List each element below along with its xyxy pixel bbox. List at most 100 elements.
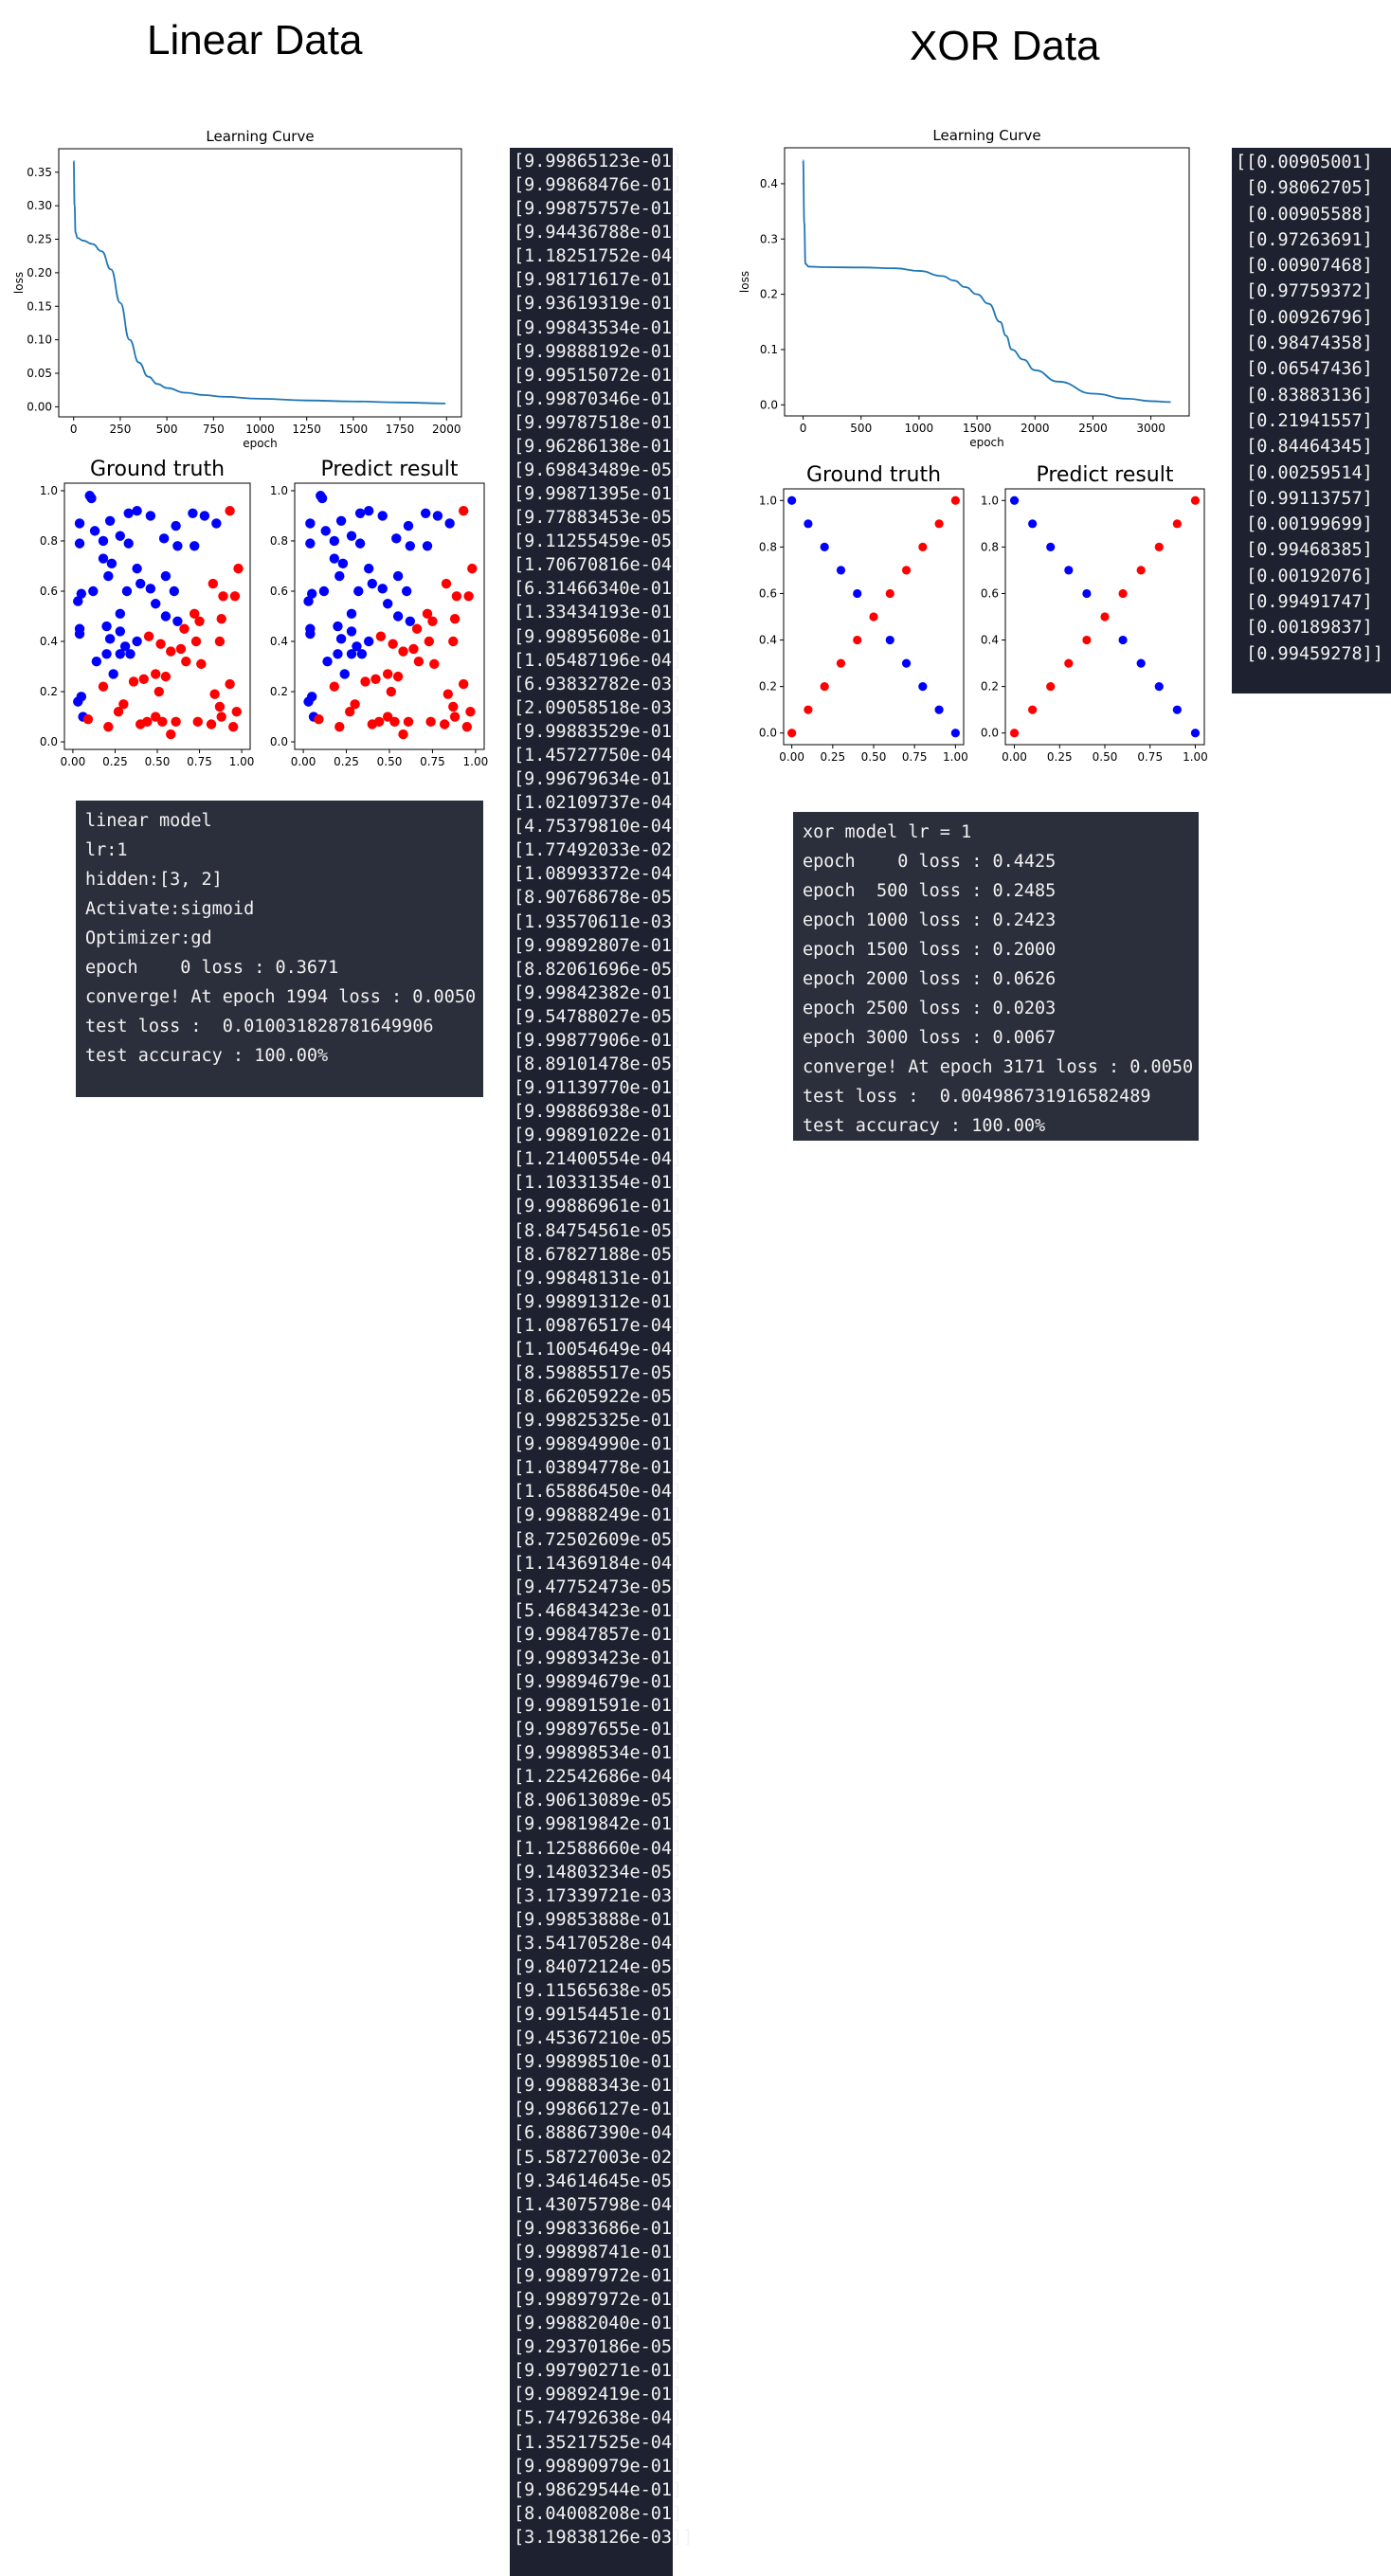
class0-point	[74, 518, 85, 529]
class1-point	[820, 682, 829, 692]
prediction-row: [9.99825325e-01]	[514, 1411, 683, 1432]
class1-point	[151, 712, 161, 722]
class0-point	[335, 515, 347, 526]
class0-point	[382, 599, 393, 609]
class1-point	[118, 699, 129, 710]
class1-point	[233, 563, 244, 574]
class0-point	[303, 696, 314, 707]
prediction-row: [1.02109737e-04]	[514, 793, 683, 814]
x-tick-label: 0.75	[187, 755, 212, 768]
x-tick-label: 0.00	[1002, 750, 1027, 764]
prediction-row: [9.34614645e-05]	[514, 2171, 683, 2191]
class1-point	[375, 631, 387, 641]
y-tick-label: 0.4	[270, 635, 288, 648]
prediction-row: [9.99883529e-01]	[514, 721, 683, 742]
class0-point	[401, 585, 412, 597]
class1-point	[382, 669, 393, 679]
prediction-row: [1.70670816e-04]	[514, 555, 683, 576]
class0-point	[329, 553, 340, 564]
prediction-row: [9.99891022e-01]	[514, 1126, 683, 1146]
class0-point	[352, 641, 362, 652]
class0-point	[346, 649, 357, 659]
class1-point	[463, 591, 474, 602]
class1-point	[449, 613, 461, 624]
x-tick-label: 0.00	[291, 755, 316, 768]
prediction-row: [9.99679634e-01]	[514, 769, 683, 790]
class0-point	[363, 505, 374, 516]
prediction-row: [1.21400554e-04]	[514, 1149, 683, 1170]
y-tick-label: 1.0	[981, 494, 999, 507]
prediction-row: [9.99843534e-01]	[514, 317, 683, 338]
xor-ground-truth-plot: Ground truth 0.00 0.25 0.50 0.75 1.00 0.0 0.2 0.…	[744, 459, 971, 781]
prediction-row: [9.99897972e-01]	[514, 2265, 683, 2286]
x-tick-label: 1.00	[463, 755, 489, 768]
class1-point	[427, 616, 438, 627]
class0-point	[354, 538, 366, 549]
x-tick-label: 0.50	[145, 755, 171, 768]
prediction-row: [9.99870346e-01]	[514, 388, 683, 409]
prediction-row: [0.84464345]	[1236, 437, 1373, 458]
y-tick-label: 1.0	[270, 484, 288, 497]
prediction-row: [1.43075798e-04]	[514, 2194, 683, 2215]
class1-point	[181, 657, 191, 667]
class0-point	[377, 584, 388, 594]
log-line: test accuracy : 100.00%	[85, 1046, 329, 1066]
prediction-row: [1.65886450e-04]	[514, 1482, 683, 1503]
prediction-row: [9.99515072e-01]	[514, 365, 683, 386]
class0-point	[1064, 566, 1074, 575]
y-tick-label: 0.1	[760, 343, 778, 356]
class1-point	[113, 707, 124, 717]
class1-point	[190, 608, 200, 620]
prediction-row: [9.99875757e-01]	[514, 199, 683, 220]
prediction-row: [3.54170528e-04]	[514, 1933, 683, 1954]
y-tick-label: 0.8	[759, 540, 777, 553]
class1-point	[329, 681, 340, 692]
y-tick-label: 0.6	[40, 585, 58, 598]
class0-point	[98, 535, 109, 547]
class0-point	[145, 511, 156, 521]
x-tick-label: 2000	[1021, 422, 1050, 435]
log-line: test loss : 0.004986731916582489	[803, 1087, 1151, 1107]
prediction-row: [9.99898534e-01]	[514, 1743, 683, 1764]
class1-point	[175, 643, 187, 655]
x-tick-label: 0.75	[1137, 750, 1163, 764]
y-tick-label: 0.2	[981, 680, 999, 694]
class0-point	[135, 578, 146, 589]
prediction-row: [8.67827188e-05]	[514, 1244, 683, 1265]
prediction-row: [9.99892419e-01]	[514, 2385, 683, 2405]
y-tick-label: 0.2	[40, 685, 58, 698]
prediction-row: [[0.00905001]	[1236, 153, 1373, 172]
class0-point	[158, 533, 170, 544]
class1-point	[441, 578, 452, 589]
prediction-row: [1.93570611e-03]	[514, 911, 683, 932]
class0-point	[305, 628, 316, 639]
class0-point	[121, 585, 133, 597]
class0-point	[199, 511, 210, 521]
x-tick-label: 0	[800, 422, 807, 435]
class0-point	[104, 634, 116, 644]
class1-point	[422, 608, 433, 620]
prediction-row: [6.93832782e-03]	[514, 674, 683, 694]
x-tick-label: 1500	[339, 423, 369, 436]
prediction-row: [1.14369184e-04]	[514, 1553, 683, 1574]
class1-point	[382, 712, 393, 722]
class1-point	[386, 686, 397, 697]
class0-point	[171, 520, 181, 531]
prediction-row: [9.99891312e-01]	[514, 1291, 683, 1312]
class0-point	[1154, 682, 1164, 692]
prediction-row: [1.09876517e-04]	[514, 1315, 683, 1336]
class1-point	[1118, 588, 1128, 599]
chart-title: Learning Curve	[206, 128, 314, 145]
class0-point	[346, 626, 357, 637]
class1-point	[206, 719, 217, 730]
prediction-row: [1.33434193e-01]	[514, 603, 683, 623]
plot-frame	[58, 148, 462, 418]
x-tick-label: 0.25	[334, 755, 359, 768]
y-tick-label: 0.4	[981, 634, 999, 647]
class1-point	[449, 712, 461, 722]
class0-point	[91, 657, 102, 667]
class0-point	[1009, 495, 1020, 505]
prediction-row: [9.99154451e-01]	[514, 2005, 683, 2026]
class1-point	[467, 563, 478, 574]
prediction-row: [9.77883453e-05]	[514, 508, 683, 529]
